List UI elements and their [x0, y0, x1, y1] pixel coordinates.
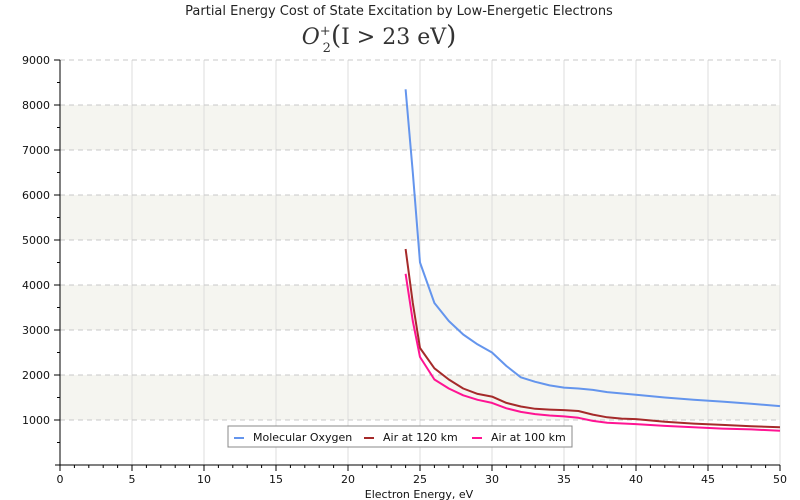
x-tick-label: 30: [485, 473, 499, 486]
x-tick-label: 20: [341, 473, 355, 486]
x-tick-label: 0: [57, 473, 64, 486]
x-tick-label: 10: [197, 473, 211, 486]
legend-box: [227, 425, 573, 448]
x-tick-label: 50: [773, 473, 787, 486]
horizontal-gridlines: [60, 59, 780, 421]
subtitle-open-paren: (: [331, 21, 341, 51]
y-axis-ticks: 1000 2000 3000 4000 5000 6000 7000 8000 9000: [22, 54, 60, 443]
y-tick-label: 6000: [22, 189, 50, 202]
subtitle-superscript: +: [320, 24, 331, 39]
legend: Molecular Oxygen Air at 120 km Air at 100 …: [227, 425, 573, 448]
chart-subtitle: O+ 2(I > 23 eV): [302, 21, 457, 56]
x-tick-label: 25: [413, 473, 427, 486]
x-tick-label: 5: [129, 473, 136, 486]
subtitle-condition: I > 23 eV: [341, 25, 447, 50]
series-line-air-at-100-km: [404, 273, 781, 432]
subtitle-species: O: [302, 25, 320, 50]
y-tick-label: 2000: [22, 369, 50, 382]
y-tick-label: 3000: [22, 324, 50, 337]
series-line-air-at-120-km: [404, 248, 781, 429]
x-axis-ticks: 0 5 10 15 20 25 30 35 40 45 50: [57, 465, 787, 486]
legend-label: Air at 120 km: [383, 431, 458, 444]
series-line-molecular-oxygen: [404, 89, 781, 408]
x-tick-label: 35: [557, 473, 571, 486]
legend-label: Air at 100 km: [491, 431, 566, 444]
chart-title: Partial Energy Cost of State Excitation …: [185, 4, 613, 19]
y-tick-label: 8000: [22, 99, 50, 112]
series-lines: [404, 89, 781, 432]
subtitle-subscript: 2: [323, 41, 331, 56]
x-axis-label: Electron Energy, eV: [365, 488, 474, 500]
y-tick-label: 9000: [22, 54, 50, 67]
y-tick-label: 7000: [22, 144, 50, 157]
y-tick-label: 4000: [22, 279, 50, 292]
subtitle-close-paren: ): [446, 21, 456, 51]
y-tick-label: 1000: [22, 414, 50, 427]
x-tick-label: 45: [701, 473, 715, 486]
y-tick-label: 5000: [22, 234, 50, 247]
x-tick-label: 15: [269, 473, 283, 486]
legend-label: Molecular Oxygen: [253, 431, 352, 444]
x-tick-label: 40: [629, 473, 643, 486]
